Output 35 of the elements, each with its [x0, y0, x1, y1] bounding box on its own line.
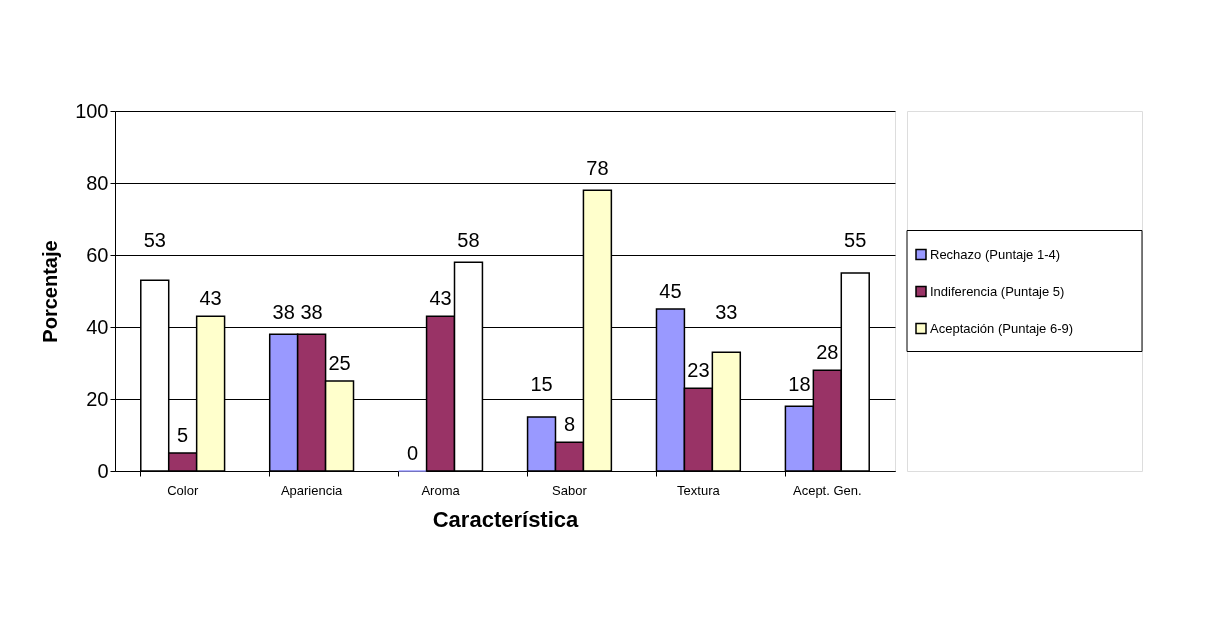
data-label: 38 [300, 301, 323, 323]
x-axis-title: Característica [432, 506, 580, 532]
data-label: 8 [563, 413, 576, 436]
data-label: 58 [457, 229, 480, 251]
y-tick-label: 100 [75, 99, 109, 122]
legend-label: Indiferencia (Puntaje 5) [930, 283, 1065, 299]
x-tick-label: Textura [677, 482, 721, 498]
y-axis-title: Porcentaje [39, 240, 62, 343]
data-label: 53 [143, 229, 166, 251]
data-label: 33 [715, 301, 738, 323]
x-tick-label: Aroma [421, 482, 461, 498]
y-tick-label: 80 [86, 171, 109, 194]
data-label: 23 [687, 359, 710, 382]
x-tick-label: Apariencia [280, 482, 344, 498]
data-label: 55 [844, 229, 867, 251]
x-tick-label: Sabor [552, 482, 588, 498]
data-label: 38 [272, 301, 295, 323]
x-tick-label: Acept. Gen. [792, 482, 862, 498]
legend-label: Aceptación (Puntaje 6-9) [930, 320, 1074, 336]
data-label: 25 [328, 352, 351, 374]
data-label: 78 [586, 157, 609, 179]
y-tick-label: 0 [97, 459, 109, 482]
data-label: 43 [199, 287, 222, 310]
data-label: 43 [429, 287, 452, 310]
y-tick-label: 20 [86, 387, 109, 410]
data-label: 28 [816, 341, 839, 364]
data-label: 0 [407, 442, 419, 464]
data-label: 45 [659, 280, 682, 302]
y-tick-label: 40 [86, 315, 109, 338]
x-tick-label: Color [167, 482, 199, 498]
data-label: 18 [788, 373, 811, 395]
legend-label: Rechazo (Puntaje 1-4) [930, 246, 1061, 262]
data-label: 5 [177, 424, 189, 446]
y-tick-label: 60 [86, 243, 109, 266]
data-label: 15 [530, 373, 553, 395]
